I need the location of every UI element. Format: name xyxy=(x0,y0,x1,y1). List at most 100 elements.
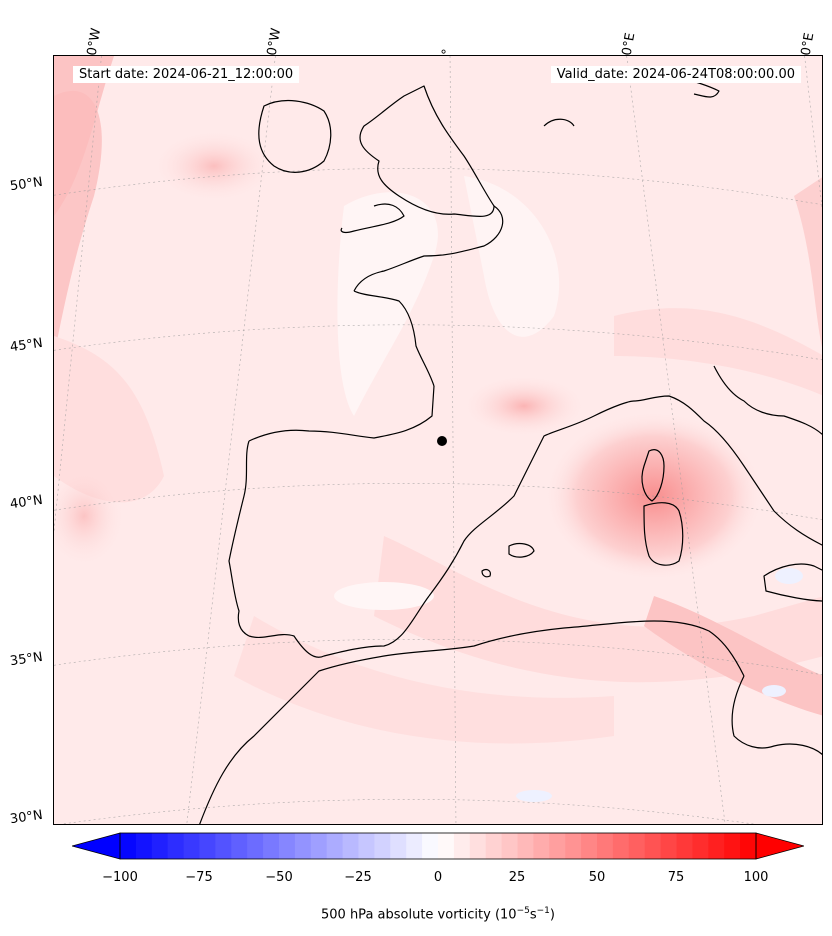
colorbar-segment xyxy=(390,833,407,859)
colorbar-segment xyxy=(660,833,678,859)
colorbar-segment xyxy=(231,833,248,859)
location-marker xyxy=(437,436,447,446)
field-spot xyxy=(154,131,274,201)
field-band xyxy=(464,176,560,337)
colorbar-segment xyxy=(120,833,137,859)
parallel-30n xyxy=(60,799,756,824)
lat-label-40n: 40°N xyxy=(9,492,44,513)
coast-ireland xyxy=(258,100,332,173)
meridian-0 xyxy=(449,56,457,824)
colorbar-segment xyxy=(517,833,534,859)
colorbar-segment xyxy=(263,833,280,859)
coast-north-africa xyxy=(199,620,745,824)
colorbar-segment xyxy=(692,833,709,859)
colorbar-segment xyxy=(438,833,455,859)
coast-balearic xyxy=(508,542,535,558)
coast-brittany xyxy=(353,290,435,387)
colorbar-label: 500 hPa absolute vorticity (10−5s−1) xyxy=(321,906,555,923)
parallel-35n xyxy=(54,639,822,676)
field-negative xyxy=(762,685,786,697)
coast-france-south xyxy=(633,395,822,546)
colorbar-segment xyxy=(724,833,741,859)
colorbar-segment xyxy=(167,833,185,859)
colorbar-extend-high xyxy=(755,832,804,860)
field-band xyxy=(54,56,114,216)
colorbar-segment xyxy=(453,833,471,859)
graticule xyxy=(54,56,822,824)
colorbar-tick: 25 xyxy=(508,870,526,885)
colorbar-segment xyxy=(374,833,391,859)
meridian-10w xyxy=(186,56,276,824)
lat-label-45n: 45°N xyxy=(9,335,44,356)
field-band xyxy=(54,336,164,503)
colorbar-segment xyxy=(469,833,487,859)
coast-sardinia xyxy=(643,502,684,566)
lat-label-35n: 35°N xyxy=(9,649,44,670)
colorbar xyxy=(72,832,804,860)
coast-sicily xyxy=(763,563,822,602)
colorbar-segment xyxy=(151,833,169,859)
meridian-20w xyxy=(54,56,102,535)
coast-france-north xyxy=(353,205,504,292)
colorbar-segment xyxy=(279,833,296,859)
field-white xyxy=(334,582,434,610)
colorbar-extend-low xyxy=(72,832,121,860)
coast-tunisia xyxy=(731,675,822,756)
colorbar-segment xyxy=(740,833,757,859)
coast-corsica xyxy=(641,449,665,502)
colorbar-segment xyxy=(247,833,264,859)
colorbar-tick: −50 xyxy=(265,870,293,885)
field-negative xyxy=(516,790,552,802)
colorbar-segment xyxy=(533,833,550,859)
coast-iberia-south xyxy=(248,595,430,658)
colorbar-tick: 75 xyxy=(667,870,685,885)
start-date-label: Start date: 2024-06-21_12:00:00 xyxy=(73,66,300,83)
colorbar-segment xyxy=(597,833,614,859)
colorbar-tick: 0 xyxy=(433,870,443,885)
meridian-10e xyxy=(626,56,726,824)
colorbar-tick: −25 xyxy=(344,870,372,885)
colorbar-segment xyxy=(708,833,725,859)
coast-denmark xyxy=(543,118,575,127)
colorbar-tick: 100 xyxy=(743,870,769,885)
colorbar-segments xyxy=(120,833,757,859)
colorbar-segment xyxy=(612,833,630,859)
field-negative xyxy=(775,568,803,584)
field-band xyxy=(337,192,438,416)
field-spot xyxy=(54,466,124,566)
coast-wales xyxy=(340,203,405,234)
colorbar-tick: −100 xyxy=(102,870,138,885)
coast-biscay xyxy=(248,385,435,442)
coast-iberia-east xyxy=(428,400,635,597)
field-band xyxy=(614,308,822,396)
colorbar-segment xyxy=(549,833,566,859)
colorbar-segment xyxy=(215,833,232,859)
valid-date-label: Valid_date: 2024-06-24T08:00:00.00 xyxy=(550,66,801,83)
colorbar-segment xyxy=(135,833,153,859)
colorbar-segment xyxy=(485,833,503,859)
colorbar-segment xyxy=(342,833,360,859)
colorbar-segment xyxy=(326,833,344,859)
map-panel[interactable] xyxy=(53,55,823,825)
lat-label-50n: 50°N xyxy=(9,174,44,195)
meridian-20e xyxy=(804,56,822,210)
colorbar-segment xyxy=(565,833,582,859)
field-band xyxy=(234,616,614,744)
colorbar-segment xyxy=(294,833,312,859)
coast-italy-west xyxy=(713,365,822,436)
colorbar-segment xyxy=(581,833,598,859)
coast-great-britain xyxy=(359,85,495,217)
coast-ibiza xyxy=(481,569,491,578)
colorbar-segment xyxy=(310,833,328,859)
lat-label-30n: 30°N xyxy=(9,807,44,828)
field-band xyxy=(794,177,822,348)
parallel-40n xyxy=(54,483,822,521)
colorbar-segment xyxy=(199,833,216,859)
colorbar-outline xyxy=(119,832,757,860)
colorbar-segment xyxy=(501,833,519,859)
colorbar-segment xyxy=(644,833,662,859)
parallel-50n xyxy=(54,168,822,206)
colorbar-segment xyxy=(676,833,693,859)
colorbar-tick: −75 xyxy=(185,870,213,885)
field-spot xyxy=(464,376,584,436)
